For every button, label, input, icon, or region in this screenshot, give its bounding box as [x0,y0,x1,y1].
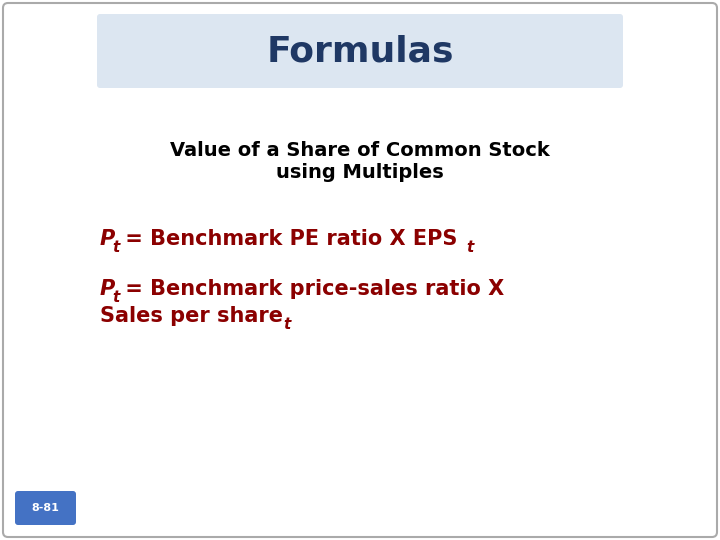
Text: t: t [112,240,120,255]
FancyBboxPatch shape [15,491,76,525]
Text: using Multiples: using Multiples [276,163,444,181]
Text: P: P [100,229,115,249]
Text: Value of a Share of Common Stock: Value of a Share of Common Stock [170,140,550,159]
Text: Sales per share: Sales per share [100,306,283,326]
Text: t: t [283,317,290,332]
Text: = Benchmark price-sales ratio X: = Benchmark price-sales ratio X [118,279,504,299]
FancyBboxPatch shape [97,14,623,88]
Text: = Benchmark PE ratio X EPS: = Benchmark PE ratio X EPS [118,229,457,249]
Text: t: t [112,290,120,305]
Text: t: t [466,240,473,255]
Text: 8-81: 8-81 [31,503,59,513]
FancyBboxPatch shape [3,3,717,537]
Text: Formulas: Formulas [266,34,454,68]
Text: P: P [100,279,115,299]
